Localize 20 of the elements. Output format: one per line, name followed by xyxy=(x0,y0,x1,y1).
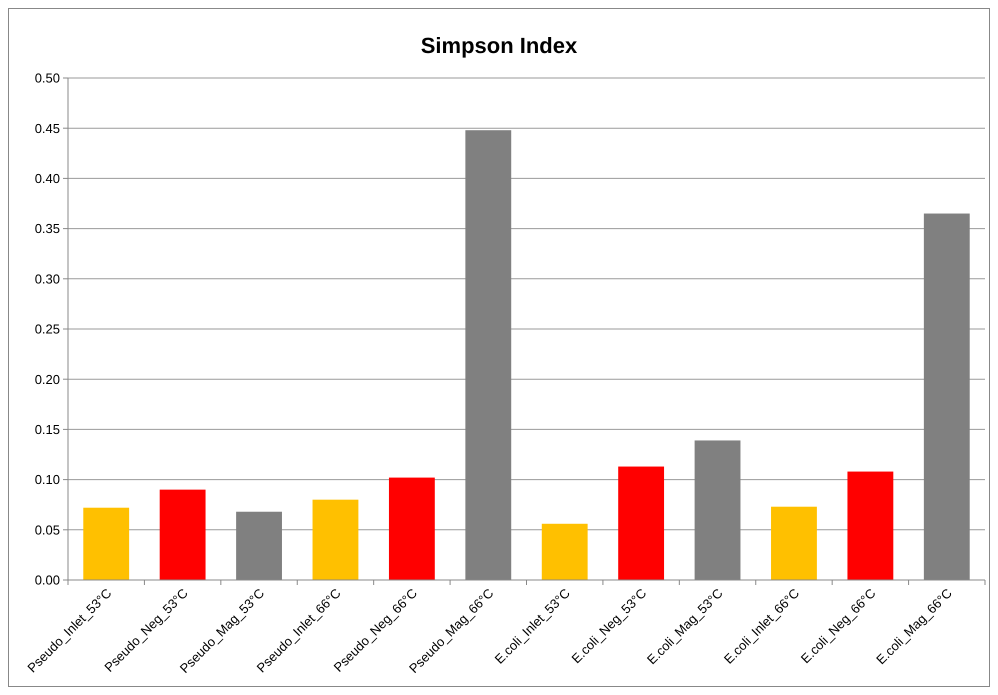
bar xyxy=(847,472,894,580)
y-tick-label: 0.20 xyxy=(34,372,60,387)
y-tick-label: 0.00 xyxy=(34,572,60,588)
y-tick-label: 0.10 xyxy=(34,472,60,488)
y-tick-label: 0.30 xyxy=(34,271,60,286)
y-tick-label: 0.25 xyxy=(34,322,60,337)
y-tick-label: 0.40 xyxy=(34,170,60,186)
y-tick-label: 0.15 xyxy=(34,422,60,437)
bar xyxy=(542,524,588,580)
bar xyxy=(388,478,435,580)
chart-title: Simpson Index xyxy=(420,33,578,58)
y-tick-label: 0.50 xyxy=(34,70,60,86)
y-tick-label: 0.05 xyxy=(34,522,60,538)
bar xyxy=(771,506,817,580)
bar xyxy=(312,500,358,580)
y-tick-label: 0.35 xyxy=(34,221,60,236)
bar xyxy=(160,490,206,580)
bar xyxy=(83,508,130,580)
y-tick-label: 0.45 xyxy=(34,120,60,136)
bar xyxy=(618,466,664,580)
